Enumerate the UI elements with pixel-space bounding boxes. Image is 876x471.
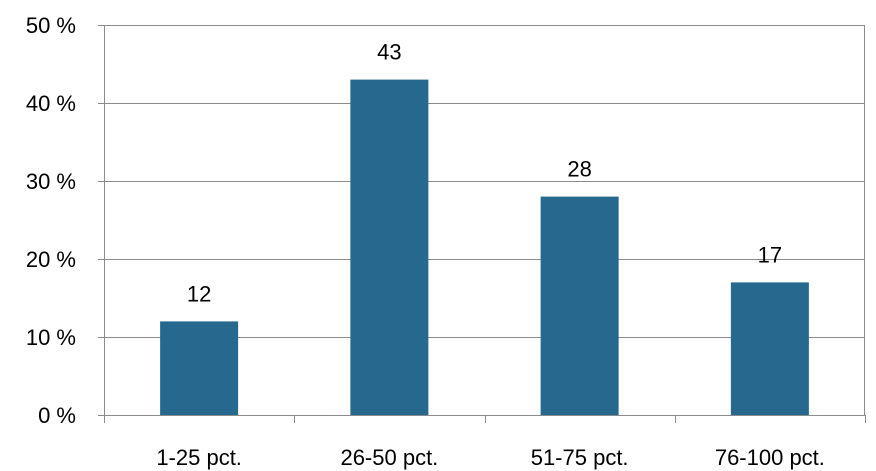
bars <box>160 79 809 415</box>
data-label: 43 <box>377 40 401 65</box>
labels: 0 % 10 % 20 % 30 % 40 % 50 % 12 1-25 pct. 43 26-5… <box>26 13 825 470</box>
data-label: 28 <box>567 157 591 182</box>
axes <box>98 25 866 423</box>
y-tick-label: 10 % <box>26 325 76 350</box>
x-category-label: 76-100 pct. <box>715 445 825 470</box>
y-tick-label: 0 % <box>38 403 76 428</box>
x-category-label: 51-75 pct. <box>531 445 629 470</box>
bar <box>350 79 429 415</box>
y-tick-label: 20 % <box>26 247 76 272</box>
data-label: 12 <box>187 281 211 306</box>
x-category-label: 26-50 pct. <box>340 445 438 470</box>
x-category-label: 1-25 pct. <box>156 445 242 470</box>
bar <box>160 321 239 415</box>
y-tick-label: 50 % <box>26 13 76 38</box>
bar <box>730 282 809 415</box>
y-tick-label: 40 % <box>26 91 76 116</box>
y-tick-label: 30 % <box>26 169 76 194</box>
data-label: 17 <box>758 242 782 267</box>
bar <box>540 196 619 415</box>
